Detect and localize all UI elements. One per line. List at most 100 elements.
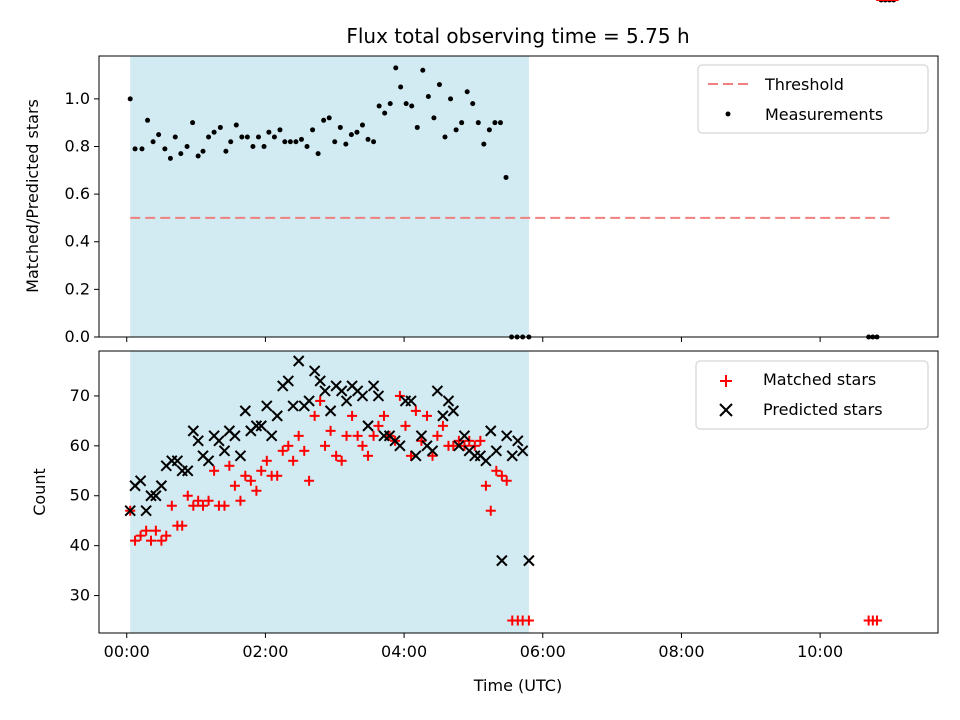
legend-threshold-label: Threshold (764, 75, 844, 94)
predicted-star-point (367, 380, 380, 392)
x-tick-label: 02:00 (242, 642, 288, 661)
measurement-point (139, 146, 145, 152)
predicted-star-point (324, 405, 337, 417)
matched-star-point (229, 480, 240, 491)
bottom-panel: 30 40 50 60 70 00:00 02:00 04:00 06:00 08:00 10:0… (30, 0, 939, 695)
predicted-star-point (485, 425, 497, 437)
predicted-star-point (410, 450, 422, 462)
measurement-point (162, 146, 168, 152)
predicted-star-point (426, 445, 439, 457)
matched-star-point (523, 615, 534, 626)
measurement-point (150, 139, 156, 145)
predicted-star-point (506, 450, 518, 462)
top-axes-frame (98, 55, 939, 338)
matched-star-point (491, 465, 502, 476)
predicted-stars-series (124, 355, 535, 567)
measurement-point (497, 120, 503, 126)
matched-star-point (188, 500, 199, 511)
matched-star-point (146, 535, 157, 546)
predicted-star-point (480, 455, 492, 467)
measurement-point (343, 141, 349, 147)
predicted-star-point (155, 480, 168, 492)
top-panel: 0.0 0.2 0.4 0.6 0.8 1.0 Matched/Predicted sta… (23, 0, 939, 346)
top-y-tick-label: 0.0 (65, 327, 90, 346)
matched-star-point (453, 435, 464, 446)
bottom-y-tick-label: 60 (70, 436, 90, 455)
measurement-point (376, 103, 382, 109)
measurement-point (420, 67, 426, 73)
bottom-y-tick-label: 50 (70, 486, 90, 505)
bottom-y-tick-label: 30 (70, 586, 90, 605)
top-y-tick-label: 1.0 (65, 89, 90, 108)
legend-predicted-swatch (719, 403, 733, 417)
measurement-point (211, 129, 217, 135)
measurement-point (233, 122, 239, 128)
predicted-star-point (213, 435, 225, 447)
measurement-point (464, 89, 470, 95)
matched-star-point (235, 495, 246, 506)
matched-star-point (293, 430, 304, 441)
predicted-star-point (415, 430, 428, 442)
matched-star-point (209, 465, 220, 476)
top-y-tick-label: 0.2 (65, 279, 90, 298)
matched-star-point (427, 450, 438, 461)
matched-star-point (309, 410, 320, 421)
measurement-point (298, 136, 304, 142)
matched-star-point (448, 440, 459, 451)
measurement-point (223, 148, 229, 154)
matched-star-point (469, 440, 480, 451)
measurement-point (492, 120, 498, 126)
measurement-point (354, 129, 360, 135)
bottom-legend: Matched stars Predicted stars (695, 360, 929, 430)
predicted-star-point (171, 455, 184, 467)
measurement-point (195, 153, 201, 159)
top-x-ticks (126, 337, 821, 342)
matched-star-point (357, 440, 368, 451)
measurement-point (167, 155, 173, 161)
matched-star-point (315, 395, 326, 406)
measurement-point (332, 139, 338, 145)
predicted-star-point (218, 445, 231, 457)
measurement-point (486, 127, 492, 133)
predicted-star-point (340, 395, 353, 407)
predicted-star-point (405, 395, 417, 407)
matched-star-point (299, 445, 310, 456)
predicted-star-point (303, 395, 315, 407)
predicted-star-point (187, 425, 200, 437)
matched-star-point (501, 475, 512, 486)
measurement-point (321, 117, 327, 123)
predicted-star-point (431, 385, 444, 397)
bottom-y-axis-label: Count (30, 468, 49, 516)
matched-star-point (288, 455, 299, 466)
measurement-point (172, 134, 178, 140)
measurement-point (387, 101, 393, 107)
matched-star-point (432, 430, 443, 441)
measurement-point (409, 103, 415, 109)
matched-star-point (261, 455, 272, 466)
bottom-y-ticks: 30 40 50 60 70 (70, 386, 99, 605)
predicted-star-point (229, 430, 241, 442)
predicted-star-point (124, 505, 136, 517)
bottom-observing-window (130, 351, 529, 633)
predicted-star-point (335, 385, 348, 397)
measurement-point (282, 139, 288, 145)
measurement-point (348, 132, 354, 138)
measurement-point (293, 139, 299, 145)
bottom-axes-frame (98, 350, 939, 634)
measurement-point (156, 132, 162, 138)
predicted-star-point (287, 400, 299, 412)
predicted-star-point (458, 430, 471, 442)
matched-star-point (141, 525, 152, 536)
legend-measurements-label: Measurements (765, 105, 883, 124)
predicted-star-point (523, 554, 535, 567)
measurement-point (453, 127, 459, 133)
matched-star-point (400, 420, 411, 431)
matched-star-point (161, 530, 172, 541)
predicted-star-point (319, 385, 331, 397)
matched-star-point (177, 520, 188, 531)
measurement-point (371, 139, 377, 145)
measurement-point (228, 139, 234, 145)
measurement-point (266, 129, 272, 135)
predicted-star-point (372, 390, 385, 402)
matched-star-point (182, 490, 193, 501)
